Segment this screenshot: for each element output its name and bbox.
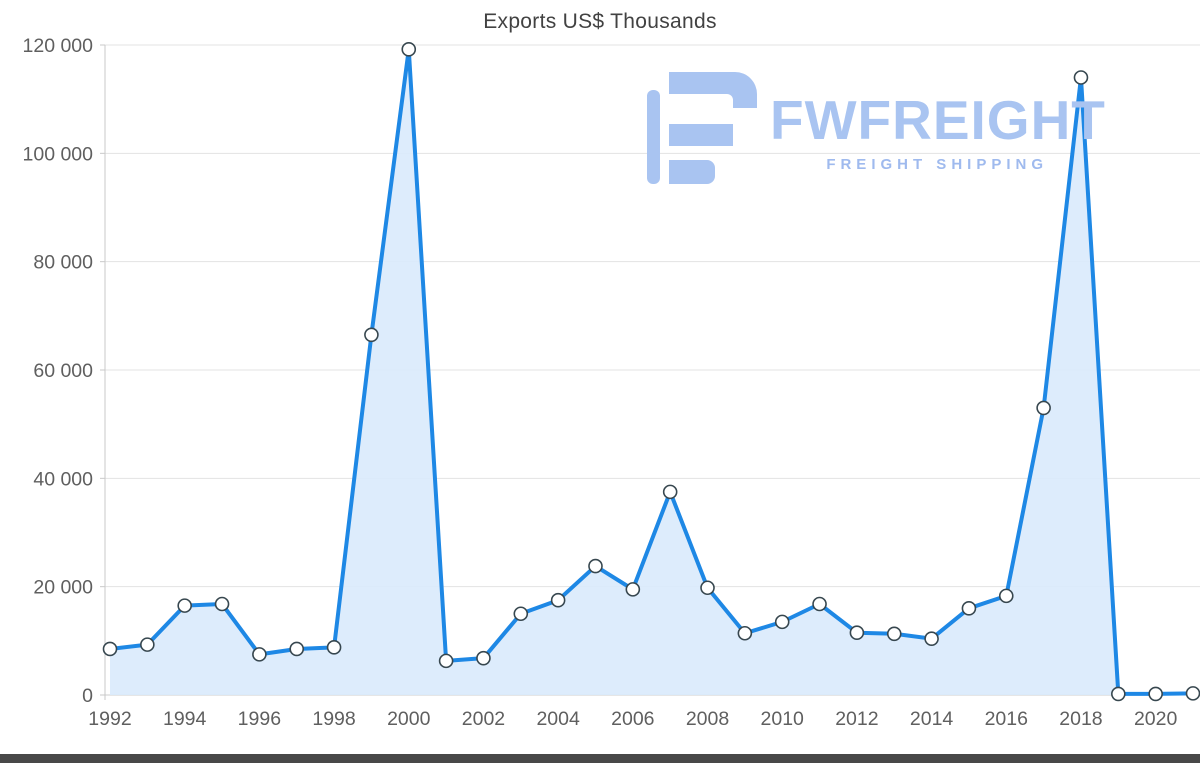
- x-tick-label: 1994: [163, 708, 207, 730]
- data-point[interactable]: [961, 601, 977, 616]
- data-point[interactable]: [998, 588, 1014, 604]
- x-tick-label: 2006: [611, 708, 654, 730]
- data-point[interactable]: [886, 626, 902, 642]
- y-tick-label: 40 000: [33, 468, 93, 490]
- data-point[interactable]: [1073, 70, 1089, 85]
- data-point[interactable]: [625, 582, 641, 597]
- data-point[interactable]: [924, 631, 939, 646]
- data-point[interactable]: [476, 650, 491, 666]
- data-point[interactable]: [700, 580, 715, 596]
- y-tick-label: 100 000: [23, 143, 94, 165]
- data-point[interactable]: [774, 614, 790, 630]
- area-fill: [110, 49, 1193, 696]
- y-tick-label: 0: [82, 685, 93, 707]
- data-point[interactable]: [1111, 686, 1126, 702]
- x-tick-label: 2016: [985, 708, 1028, 730]
- data-point[interactable]: [177, 598, 192, 613]
- x-tick-label: 2000: [387, 708, 431, 730]
- data-point[interactable]: [550, 592, 566, 608]
- x-tick-label: 1996: [238, 708, 281, 730]
- x-tick-label: 2008: [686, 708, 729, 730]
- data-point[interactable]: [849, 625, 865, 641]
- x-tick-label: 2002: [462, 708, 505, 730]
- x-tick-label: 1998: [312, 708, 355, 730]
- x-tick-label: 1992: [88, 708, 131, 730]
- x-tick-label: 2014: [910, 708, 954, 730]
- data-point[interactable]: [438, 653, 454, 669]
- bottom-bar: [0, 754, 1200, 763]
- y-tick-label: 60 000: [33, 360, 93, 382]
- data-point[interactable]: [140, 637, 155, 652]
- data-point[interactable]: [513, 606, 529, 622]
- y-tick-label: 20 000: [33, 577, 93, 599]
- data-point[interactable]: [326, 640, 342, 655]
- y-tick-label: 120 000: [23, 35, 94, 57]
- data-point[interactable]: [1148, 686, 1163, 702]
- data-point[interactable]: [102, 641, 118, 657]
- data-point[interactable]: [214, 596, 230, 612]
- data-point[interactable]: [1185, 686, 1200, 701]
- data-point[interactable]: [289, 641, 305, 657]
- data-point[interactable]: [252, 647, 267, 662]
- data-point[interactable]: [588, 558, 603, 574]
- x-tick-label: 2010: [761, 708, 805, 730]
- x-tick-label: 2020: [1134, 708, 1178, 730]
- x-tick-label: 2012: [835, 708, 878, 730]
- data-point[interactable]: [401, 42, 417, 57]
- data-point[interactable]: [812, 596, 827, 612]
- data-point[interactable]: [737, 625, 753, 641]
- chart-title: Exports US$ Thousands: [483, 10, 717, 33]
- x-tick-label: 2004: [536, 708, 580, 730]
- y-tick-label: 80 000: [33, 252, 93, 274]
- data-point[interactable]: [1036, 400, 1051, 416]
- data-point[interactable]: [364, 327, 379, 343]
- data-point[interactable]: [662, 484, 678, 500]
- x-tick-label: 2018: [1059, 708, 1102, 730]
